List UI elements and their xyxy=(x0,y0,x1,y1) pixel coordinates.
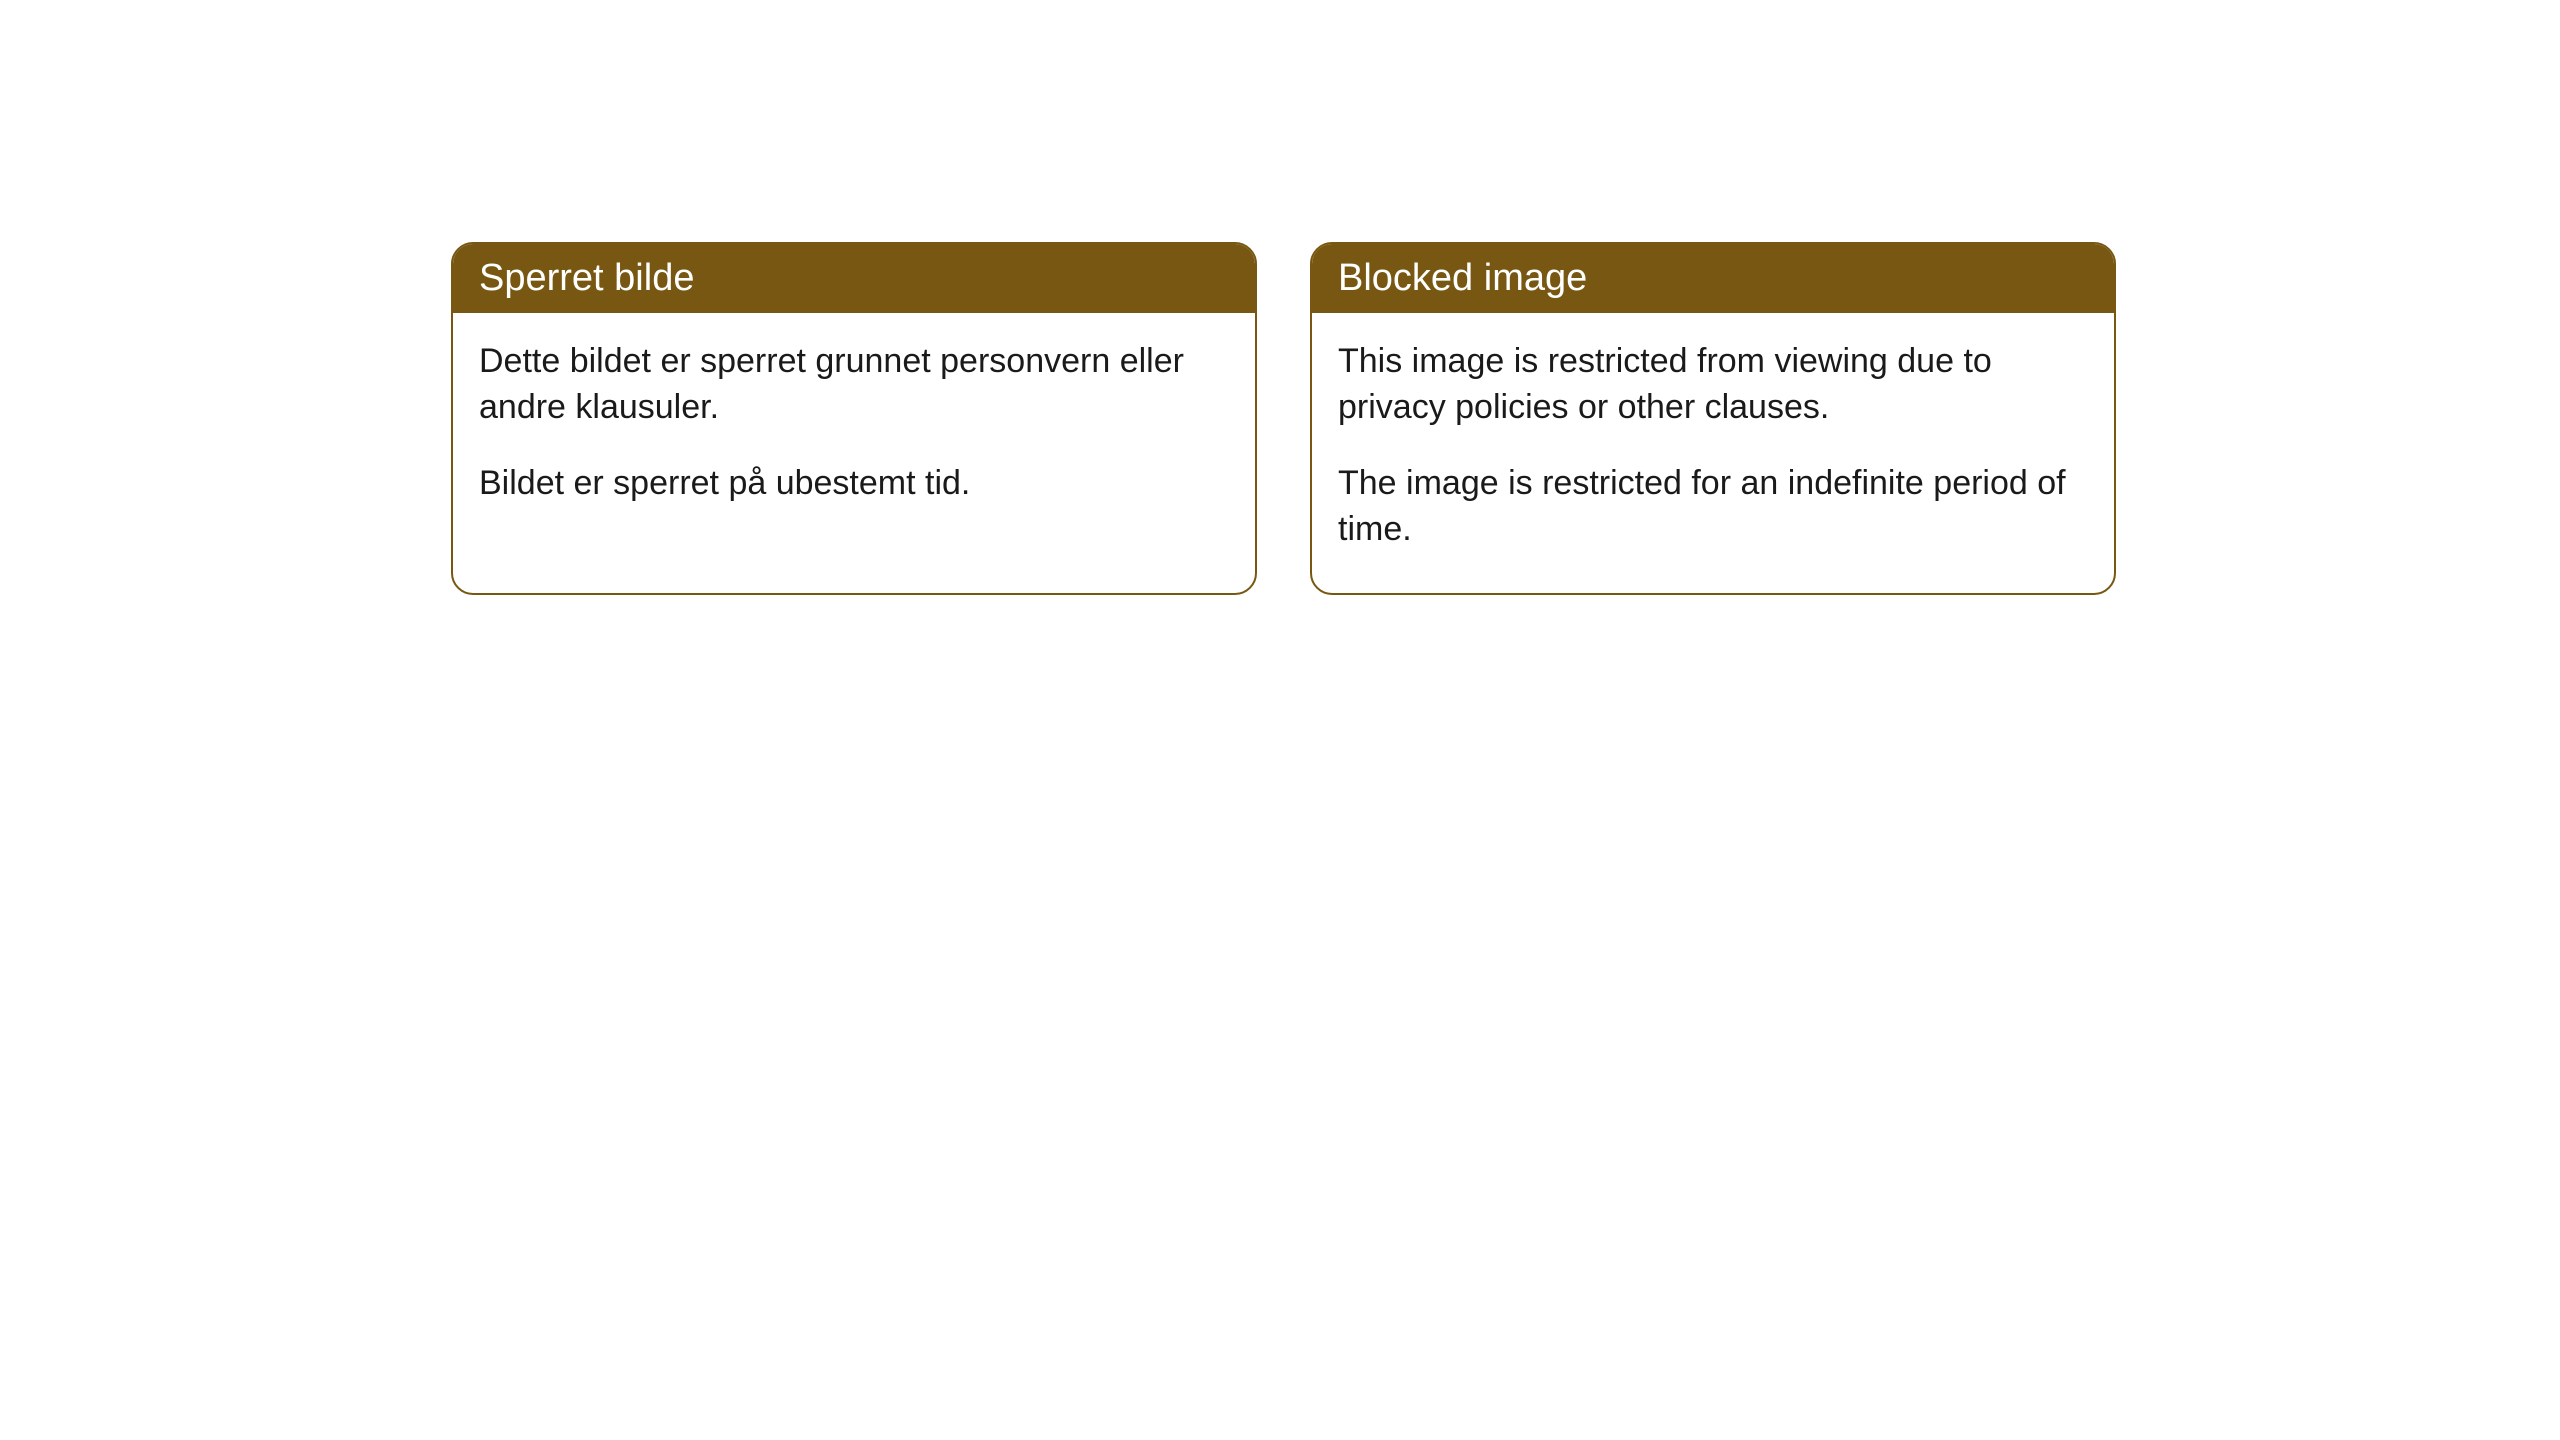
card-header: Blocked image xyxy=(1312,244,2114,313)
notice-card-norwegian: Sperret bilde Dette bildet er sperret gr… xyxy=(451,242,1257,595)
card-header: Sperret bilde xyxy=(453,244,1255,313)
card-paragraph: This image is restricted from viewing du… xyxy=(1338,339,2088,431)
card-body: This image is restricted from viewing du… xyxy=(1312,313,2114,593)
card-paragraph: Bildet er sperret på ubestemt tid. xyxy=(479,461,1229,507)
card-body: Dette bildet er sperret grunnet personve… xyxy=(453,313,1255,547)
notice-card-english: Blocked image This image is restricted f… xyxy=(1310,242,2116,595)
notice-cards-container: Sperret bilde Dette bildet er sperret gr… xyxy=(451,242,2560,595)
card-paragraph: Dette bildet er sperret grunnet personve… xyxy=(479,339,1229,431)
card-paragraph: The image is restricted for an indefinit… xyxy=(1338,461,2088,553)
